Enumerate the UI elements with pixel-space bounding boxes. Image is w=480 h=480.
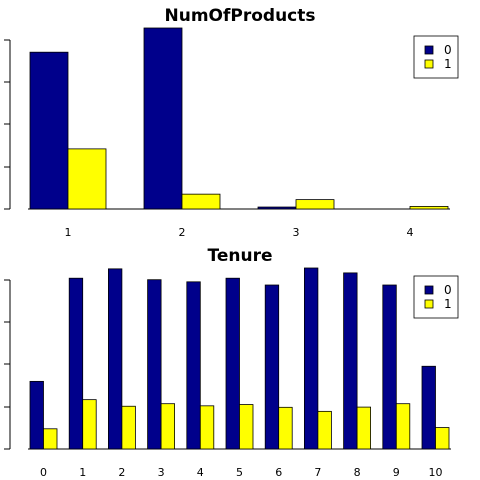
- x-tick-label: 2: [179, 226, 186, 239]
- bar-10-series-1: [435, 427, 450, 450]
- bar-1-series-0: [68, 277, 84, 450]
- bar-2-series-1: [121, 405, 136, 450]
- bar-1-series-0: [29, 51, 69, 210]
- bar-7-series-1: [317, 410, 332, 450]
- chart-title: Tenure: [208, 246, 273, 266]
- x-tick-label: 3: [158, 466, 165, 479]
- bar-3-series-1: [160, 403, 176, 450]
- chart-title: NumOfProducts: [164, 6, 315, 26]
- legend-label-0: 0: [444, 283, 452, 297]
- bar-8-series-0: [343, 272, 358, 450]
- x-tick-label: 1: [79, 466, 86, 479]
- x-tick-label: 6: [275, 466, 282, 479]
- bar-1-series-1: [67, 148, 107, 210]
- x-tick-label: 8: [354, 466, 361, 479]
- bar-5-series-1: [239, 404, 254, 450]
- bar-3-series-0: [147, 279, 162, 450]
- bar-6-series-0: [264, 284, 280, 450]
- x-tick-label: 4: [197, 466, 204, 479]
- bar-2-series-1: [181, 193, 221, 210]
- bar-0-series-1: [43, 428, 58, 450]
- bar-2-series-0: [108, 268, 123, 450]
- x-tick-label: 3: [293, 226, 300, 239]
- legend-label-0: 0: [444, 43, 452, 57]
- bar-6-series-1: [278, 406, 293, 450]
- x-tick-label: 2: [118, 466, 125, 479]
- legend-swatch-1: [424, 299, 434, 309]
- legend-label-1: 1: [444, 57, 452, 71]
- bar-8-series-1: [356, 406, 372, 450]
- legend-swatch-0: [424, 285, 434, 295]
- x-tick-label: 7: [314, 466, 321, 479]
- bar-5-series-0: [225, 277, 240, 450]
- bar-3-series-0: [257, 206, 297, 210]
- x-tick-label: 10: [429, 466, 443, 479]
- x-tick-label: 4: [407, 226, 414, 239]
- bar-0-series-0: [29, 380, 44, 450]
- bar-7-series-0: [303, 267, 319, 450]
- bar-3-series-1: [295, 199, 335, 210]
- x-tick-label: 9: [393, 466, 400, 479]
- legend-box: [413, 35, 459, 79]
- bar-4-series-0: [186, 281, 201, 450]
- legend-label-1: 1: [444, 297, 452, 311]
- bar-9-series-0: [382, 284, 397, 450]
- x-tick-label: 5: [236, 466, 243, 479]
- bar-9-series-1: [395, 403, 411, 450]
- bar-4-series-1: [199, 405, 215, 450]
- bar-1-series-1: [82, 399, 97, 450]
- x-tick-label: 1: [65, 226, 72, 239]
- legend-swatch-0: [424, 45, 434, 55]
- bar-10-series-0: [421, 365, 436, 450]
- bar-2-series-0: [143, 27, 183, 210]
- bar-4-series-1: [409, 206, 449, 210]
- x-tick-label: 0: [40, 466, 47, 479]
- legend-swatch-1: [424, 59, 434, 69]
- legend-box: [413, 275, 459, 319]
